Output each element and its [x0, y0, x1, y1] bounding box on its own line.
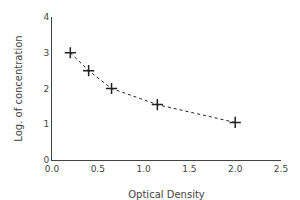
svg-text:3: 3	[43, 48, 49, 58]
svg-text:1.0: 1.0	[136, 164, 151, 174]
svg-text:1: 1	[43, 119, 49, 129]
svg-text:0.5: 0.5	[91, 164, 105, 174]
svg-text:2: 2	[43, 84, 49, 94]
svg-text:4: 4	[43, 12, 49, 22]
svg-text:2.5: 2.5	[274, 164, 288, 174]
svg-text:Optical Density: Optical Density	[128, 189, 205, 200]
svg-text:0.0: 0.0	[45, 164, 60, 174]
svg-text:Log. of concentration: Log. of concentration	[13, 35, 24, 141]
svg-text:2.0: 2.0	[228, 164, 243, 174]
svg-text:1.5: 1.5	[182, 164, 196, 174]
svg-text:0: 0	[43, 155, 49, 165]
